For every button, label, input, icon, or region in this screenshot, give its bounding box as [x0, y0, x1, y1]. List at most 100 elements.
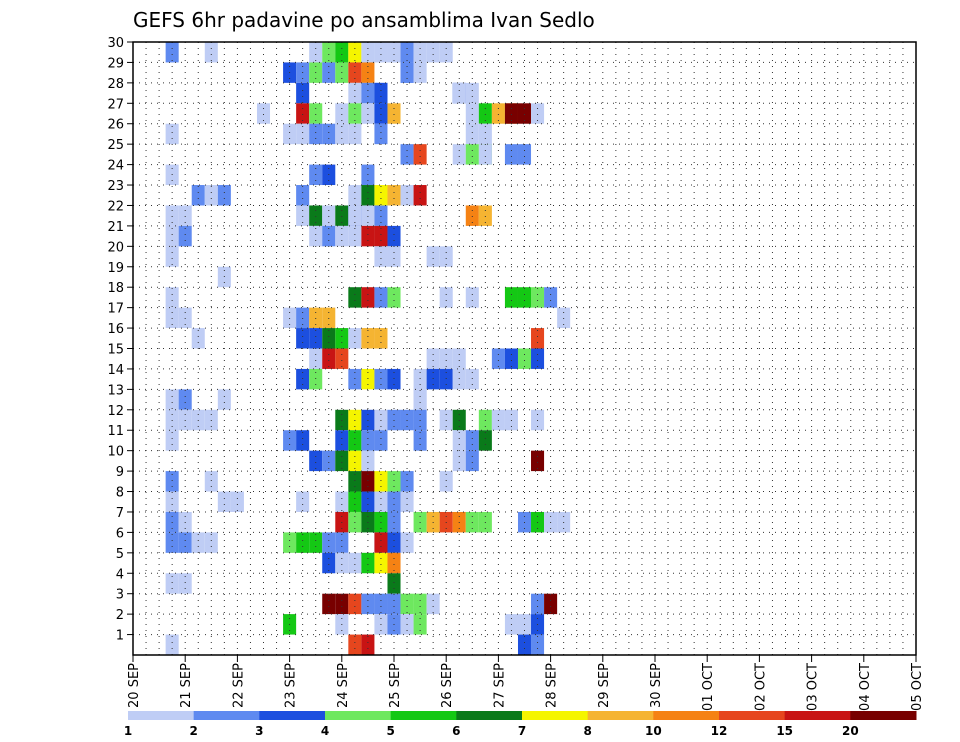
- color-bar-swatch: [719, 711, 786, 720]
- heatmap-cell: [465, 123, 479, 145]
- heatmap-cell: [531, 348, 545, 369]
- heatmap-cell: [296, 185, 310, 206]
- x-tick-label: 27 SEP: [492, 663, 507, 708]
- color-bar-swatch: [522, 711, 589, 720]
- heatmap-cell: [283, 307, 297, 329]
- color-bar-swatch: [193, 711, 260, 720]
- heatmap-cell: [452, 430, 466, 451]
- heatmap-cell: [348, 225, 362, 247]
- y-tick-label: 26: [107, 118, 124, 133]
- heatmap-cell: [465, 82, 479, 104]
- heatmap-cell: [309, 307, 323, 329]
- heatmap-cell: [348, 368, 362, 390]
- heatmap-cell: [191, 328, 205, 349]
- heatmap-cell: [374, 491, 388, 512]
- x-tick-label: 28 SEP: [545, 663, 560, 708]
- heatmap-cell: [452, 82, 466, 104]
- heatmap-cell: [544, 287, 558, 308]
- y-tick-label: 12: [107, 404, 124, 419]
- y-tick-label: 16: [107, 322, 124, 337]
- heatmap-cell: [204, 42, 218, 63]
- heatmap-cell: [296, 430, 310, 451]
- heatmap-cell: [361, 471, 375, 492]
- heatmap-cell: [400, 42, 414, 63]
- y-tick-label: 14: [107, 363, 124, 378]
- heatmap-cell: [374, 42, 388, 63]
- heatmap-cell: [322, 348, 336, 369]
- heatmap-cell: [387, 573, 401, 594]
- heatmap-cell: [413, 42, 427, 63]
- heatmap-cell: [400, 491, 414, 512]
- y-tick-label: 20: [107, 240, 124, 255]
- color-bar-label: 8: [583, 724, 591, 738]
- color-bar-label: 4: [321, 724, 329, 738]
- heatmap-cell: [374, 471, 388, 492]
- heatmap-cell: [439, 368, 453, 390]
- y-tick-label: 27: [107, 97, 124, 112]
- y-tick-label: 25: [107, 138, 124, 153]
- heatmap-cell: [374, 287, 388, 308]
- heatmap-cell: [452, 368, 466, 390]
- heatmap-cell: [296, 307, 310, 329]
- y-tick-label: 1: [116, 629, 124, 644]
- heatmap-cell: [374, 123, 388, 145]
- heatmap-cell: [361, 552, 375, 574]
- heatmap-cell: [374, 82, 388, 104]
- y-tick-label: 15: [107, 343, 124, 358]
- y-tick-label: 19: [107, 261, 124, 276]
- x-tick-label: 02 OCT: [753, 663, 768, 711]
- heatmap-cell: [387, 103, 401, 124]
- color-bar-swatch: [850, 711, 917, 720]
- heatmap-cell: [309, 348, 323, 369]
- x-tick-label: 05 OCT: [910, 663, 925, 711]
- heatmap-cell: [478, 430, 492, 451]
- y-tick-label: 18: [107, 281, 124, 296]
- dotted-grid: [133, 42, 916, 655]
- heatmap-cell: [361, 450, 375, 472]
- heatmap-cell: [348, 634, 362, 655]
- heatmap-cell: [322, 42, 336, 63]
- heatmap-cell: [531, 103, 545, 124]
- heatmap-cell: [361, 205, 375, 226]
- heatmap-cell: [335, 123, 349, 145]
- heatmap-cell: [348, 123, 362, 145]
- heatmap-cell: [517, 287, 532, 308]
- y-tick-label: 28: [107, 77, 124, 92]
- y-tick-label: 29: [107, 56, 124, 71]
- heatmap-cell: [191, 185, 205, 206]
- heatmap-cell: [165, 491, 179, 512]
- x-tick-label: 04 OCT: [858, 663, 873, 711]
- heatmap-cell: [478, 123, 492, 145]
- heatmap-cell: [426, 593, 440, 615]
- heatmap-cell: [426, 246, 440, 267]
- heatmap-cell: [335, 593, 349, 615]
- color-bar-swatch: [390, 711, 457, 720]
- y-tick-label: 9: [116, 465, 124, 480]
- heatmap-cell: [439, 42, 453, 63]
- heatmap-cell: [387, 287, 401, 308]
- x-tick-label: 23 SEP: [284, 663, 299, 708]
- heatmap-cell: [387, 532, 401, 553]
- heatmap-cell: [504, 348, 518, 369]
- color-bar-label: 5: [386, 724, 394, 738]
- color-bar-swatch: [587, 711, 654, 720]
- heatmap-cell: [361, 368, 375, 390]
- heatmap-cell: [296, 82, 310, 104]
- heatmap-cell: [165, 42, 179, 63]
- heatmap-cell: [361, 328, 375, 349]
- heatmap-cell: [309, 123, 323, 145]
- heatmap-cell: [335, 225, 349, 247]
- y-tick-label: 10: [107, 445, 124, 460]
- heatmap-cell: [335, 491, 349, 512]
- color-bar-label: 2: [189, 724, 197, 738]
- heatmap-cell: [178, 225, 192, 247]
- heatmap-cell: [348, 471, 362, 492]
- heatmap-cell: [296, 103, 310, 124]
- heatmap-cell: [322, 307, 336, 329]
- heatmap-cell: [374, 430, 388, 451]
- heatmap-cell: [491, 348, 505, 369]
- heatmap-cell: [296, 205, 310, 226]
- heatmap-cell: [491, 103, 505, 124]
- heatmap-cell: [374, 328, 388, 349]
- heatmap-cell: [165, 430, 179, 451]
